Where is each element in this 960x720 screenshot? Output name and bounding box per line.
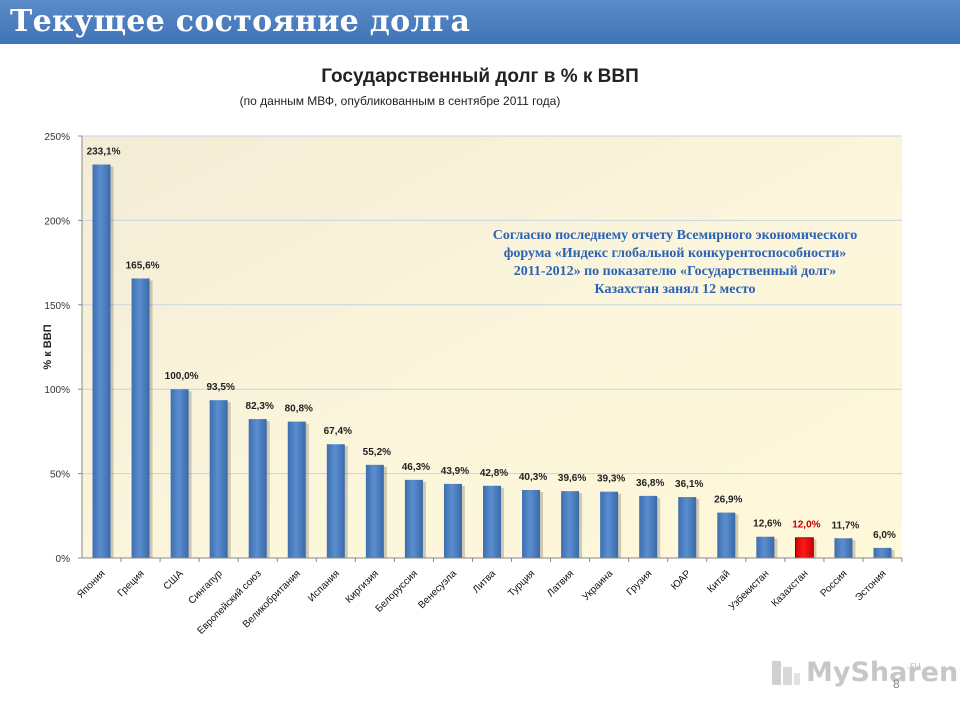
bar <box>326 444 345 558</box>
annotation-line: форума «Индекс глобальной конкурентоспос… <box>503 246 847 261</box>
data-label: 82,3% <box>246 401 274 412</box>
bar <box>834 538 853 558</box>
data-label: 100,0% <box>165 371 199 382</box>
y-tick-label: 100% <box>44 385 70 396</box>
bar <box>717 512 736 558</box>
y-tick-label: 250% <box>44 132 70 143</box>
y-tick-label: 200% <box>44 216 70 227</box>
x-tick-label: Грузия <box>625 568 655 598</box>
x-tick-label: Эстония <box>853 568 888 603</box>
x-tick-label: Испания <box>306 568 342 604</box>
page-title: Текущее состояние долга <box>10 4 471 39</box>
x-tick-label: Греция <box>116 568 147 599</box>
data-label: 39,6% <box>558 473 586 484</box>
bar <box>92 164 111 558</box>
y-axis-label: % к ВВП <box>42 324 54 369</box>
x-tick-label: Венесуэла <box>416 568 459 611</box>
bar <box>443 483 462 558</box>
bar <box>678 497 697 558</box>
chart-subtitle: (по данным МВФ, опубликованным в сентябр… <box>239 94 561 108</box>
y-tick-label: 150% <box>44 301 70 312</box>
data-label: 12,0% <box>792 520 820 531</box>
annotation-text: Согласно последнему отчету Всемирного эк… <box>450 227 900 299</box>
x-tick-label: Сингапур <box>186 568 225 607</box>
bar <box>600 491 619 558</box>
data-label: 42,8% <box>480 468 508 479</box>
data-label: 26,9% <box>714 495 742 506</box>
data-label: 55,2% <box>363 447 391 458</box>
y-tick-label: 0% <box>56 554 71 565</box>
x-tick-label: Белоруссия <box>374 568 420 614</box>
x-tick-label: Украина <box>581 568 616 603</box>
data-label: 165,6% <box>126 260 160 271</box>
data-label: 6,0% <box>873 530 896 541</box>
logo-icon <box>772 661 800 685</box>
data-label: 36,8% <box>636 478 664 489</box>
x-tick-label: Киргизия <box>344 568 381 605</box>
header-bar: Текущее состояние долга <box>0 0 960 44</box>
x-tick-label: ЮАР <box>669 568 693 592</box>
annotation-line: 2011-2012» по показателю «Государственны… <box>513 264 837 279</box>
x-tick-label: Россия <box>819 568 850 599</box>
data-label: 40,3% <box>519 472 547 483</box>
data-label: 67,4% <box>324 426 352 437</box>
x-tick-label: Латвия <box>545 568 576 599</box>
bar <box>404 479 423 558</box>
bar <box>756 536 775 558</box>
bar <box>522 489 541 558</box>
bar <box>639 495 658 558</box>
data-label: 43,9% <box>441 466 469 477</box>
bar <box>287 421 306 558</box>
x-tick-label: Турция <box>506 568 537 599</box>
bar <box>873 547 892 558</box>
bar <box>365 464 384 558</box>
bar <box>794 537 814 559</box>
data-label: 11,7% <box>832 520 860 531</box>
bar <box>561 491 580 558</box>
data-label: 46,3% <box>402 462 430 473</box>
logo: MySharen .ru <box>770 657 958 689</box>
data-label: 93,5% <box>206 382 234 393</box>
bar <box>248 419 267 558</box>
x-tick-label: Узбекистан <box>726 568 771 613</box>
annotation-line: Согласно последнему отчету Всемирного эк… <box>492 228 858 243</box>
x-tick-label: Литва <box>471 568 499 596</box>
bar <box>209 400 228 558</box>
x-tick-label: Китай <box>706 568 733 595</box>
x-tick-label: Казахстан <box>770 568 811 609</box>
page-number: 8 <box>893 677 900 691</box>
data-label: 233,1% <box>87 147 121 158</box>
data-label: 80,8% <box>285 404 313 415</box>
x-tick-label: США <box>162 568 186 592</box>
bar <box>170 389 189 558</box>
logo-suffix: .ru <box>906 659 921 672</box>
data-label: 12,6% <box>753 519 781 530</box>
x-tick-label: Япония <box>75 568 107 600</box>
bar <box>483 485 501 558</box>
data-label: 39,3% <box>597 474 625 485</box>
y-tick-label: 50% <box>50 470 70 481</box>
bar <box>131 278 150 558</box>
chart-title: Государственный долг в % к ВВП <box>321 66 639 87</box>
data-label: 36,1% <box>675 479 703 490</box>
logo-text: MySharen <box>806 657 959 688</box>
annotation-line: Казахстан занял 12 место <box>594 282 756 297</box>
